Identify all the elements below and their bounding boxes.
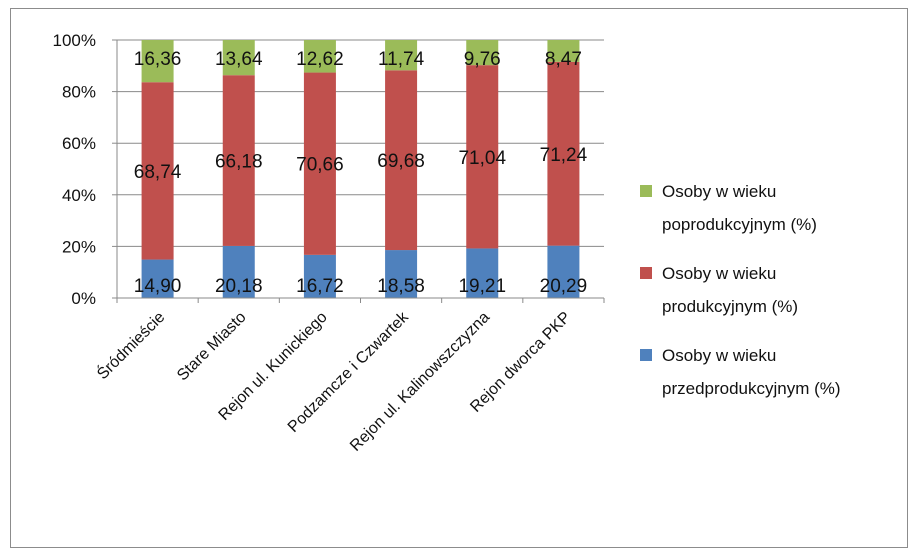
bar-segment [141,259,174,298]
data-label: 11,74 [378,49,425,70]
legend-label: przedprodukcyjnym (%) [662,379,841,398]
bar-segment [466,40,499,66]
bar-segment [222,75,255,246]
legend-swatch [640,185,652,197]
data-label: 18,58 [377,276,425,297]
data-label: 20,18 [215,276,263,297]
data-label: 71,04 [458,148,506,169]
bar-segment [385,70,418,251]
data-label: 13,64 [215,49,263,70]
data-label: 66,18 [215,152,263,173]
bar-segment [141,82,174,260]
bar-segment [222,245,255,298]
bar-segment [303,72,336,255]
data-label: 8,47 [545,49,582,70]
bar-segment [466,248,499,298]
bar-segment [547,40,580,62]
y-tick-label: 20% [62,237,96,256]
legend-label: Osoby w wieku [662,182,776,201]
y-tick-label: 40% [62,186,96,205]
data-label: 70,66 [296,155,344,176]
bar-segment [222,40,255,76]
data-label: 69,68 [377,151,425,172]
bar-segment [547,61,580,246]
bar-segment [385,40,418,71]
legend-label: Osoby w wieku [662,346,776,365]
data-label: 12,62 [296,49,344,70]
data-label: 71,24 [540,145,588,166]
y-tick-label: 80% [62,83,96,102]
data-label: 20,29 [540,276,588,297]
bar-segment [547,245,580,298]
legend-swatch [640,349,652,361]
bar-segment [466,65,499,249]
y-tick-label: 0% [71,289,96,308]
bar-segment [303,40,336,73]
x-tick-label: Śródmieście [93,307,169,383]
bar-segment [303,254,336,298]
data-label: 16,36 [134,49,182,70]
y-tick-label: 100% [53,31,96,50]
y-tick-label: 60% [62,134,96,153]
data-label: 16,72 [296,276,344,297]
data-label: 19,21 [458,276,506,297]
legend-label: produkcyjnym (%) [662,297,798,316]
legend-label: poprodukcyjnym (%) [662,215,817,234]
legend-label: Osoby w wieku [662,264,776,283]
data-label: 9,76 [464,49,501,70]
data-label: 68,74 [134,162,182,183]
x-tick-label: Rejon ul. Kalinowszczyzna [347,309,493,455]
data-label: 14,90 [134,276,182,297]
legend-swatch [640,267,652,279]
x-tick-label: Stare Miasto [174,309,250,385]
bar-segment [385,250,418,298]
bar-segment [141,40,174,83]
